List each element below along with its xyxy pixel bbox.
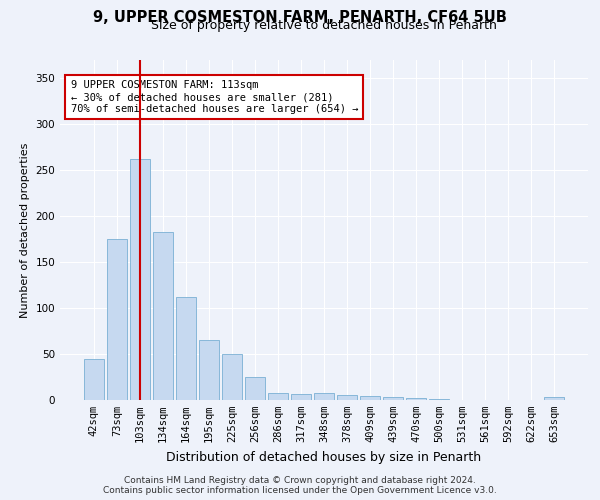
Bar xyxy=(84,358,104,400)
Bar xyxy=(406,398,426,400)
Text: Contains HM Land Registry data © Crown copyright and database right 2024.
Contai: Contains HM Land Registry data © Crown c… xyxy=(103,476,497,495)
Bar xyxy=(222,354,242,400)
Bar xyxy=(153,232,173,400)
Y-axis label: Number of detached properties: Number of detached properties xyxy=(20,142,30,318)
Text: 9 UPPER COSMESTON FARM: 113sqm
← 30% of detached houses are smaller (281)
70% of: 9 UPPER COSMESTON FARM: 113sqm ← 30% of … xyxy=(71,80,358,114)
Bar xyxy=(430,399,449,400)
Bar xyxy=(107,239,127,400)
Bar xyxy=(199,340,218,400)
Bar xyxy=(176,297,196,400)
Text: 9, UPPER COSMESTON FARM, PENARTH, CF64 5UB: 9, UPPER COSMESTON FARM, PENARTH, CF64 5… xyxy=(93,10,507,25)
Bar xyxy=(268,392,288,400)
Bar xyxy=(245,377,265,400)
Bar xyxy=(291,394,311,400)
Bar xyxy=(360,396,380,400)
Bar xyxy=(337,396,357,400)
X-axis label: Distribution of detached houses by size in Penarth: Distribution of detached houses by size … xyxy=(166,450,482,464)
Title: Size of property relative to detached houses in Penarth: Size of property relative to detached ho… xyxy=(151,20,497,32)
Bar xyxy=(130,159,149,400)
Bar xyxy=(544,397,564,400)
Bar xyxy=(383,397,403,400)
Bar xyxy=(314,392,334,400)
